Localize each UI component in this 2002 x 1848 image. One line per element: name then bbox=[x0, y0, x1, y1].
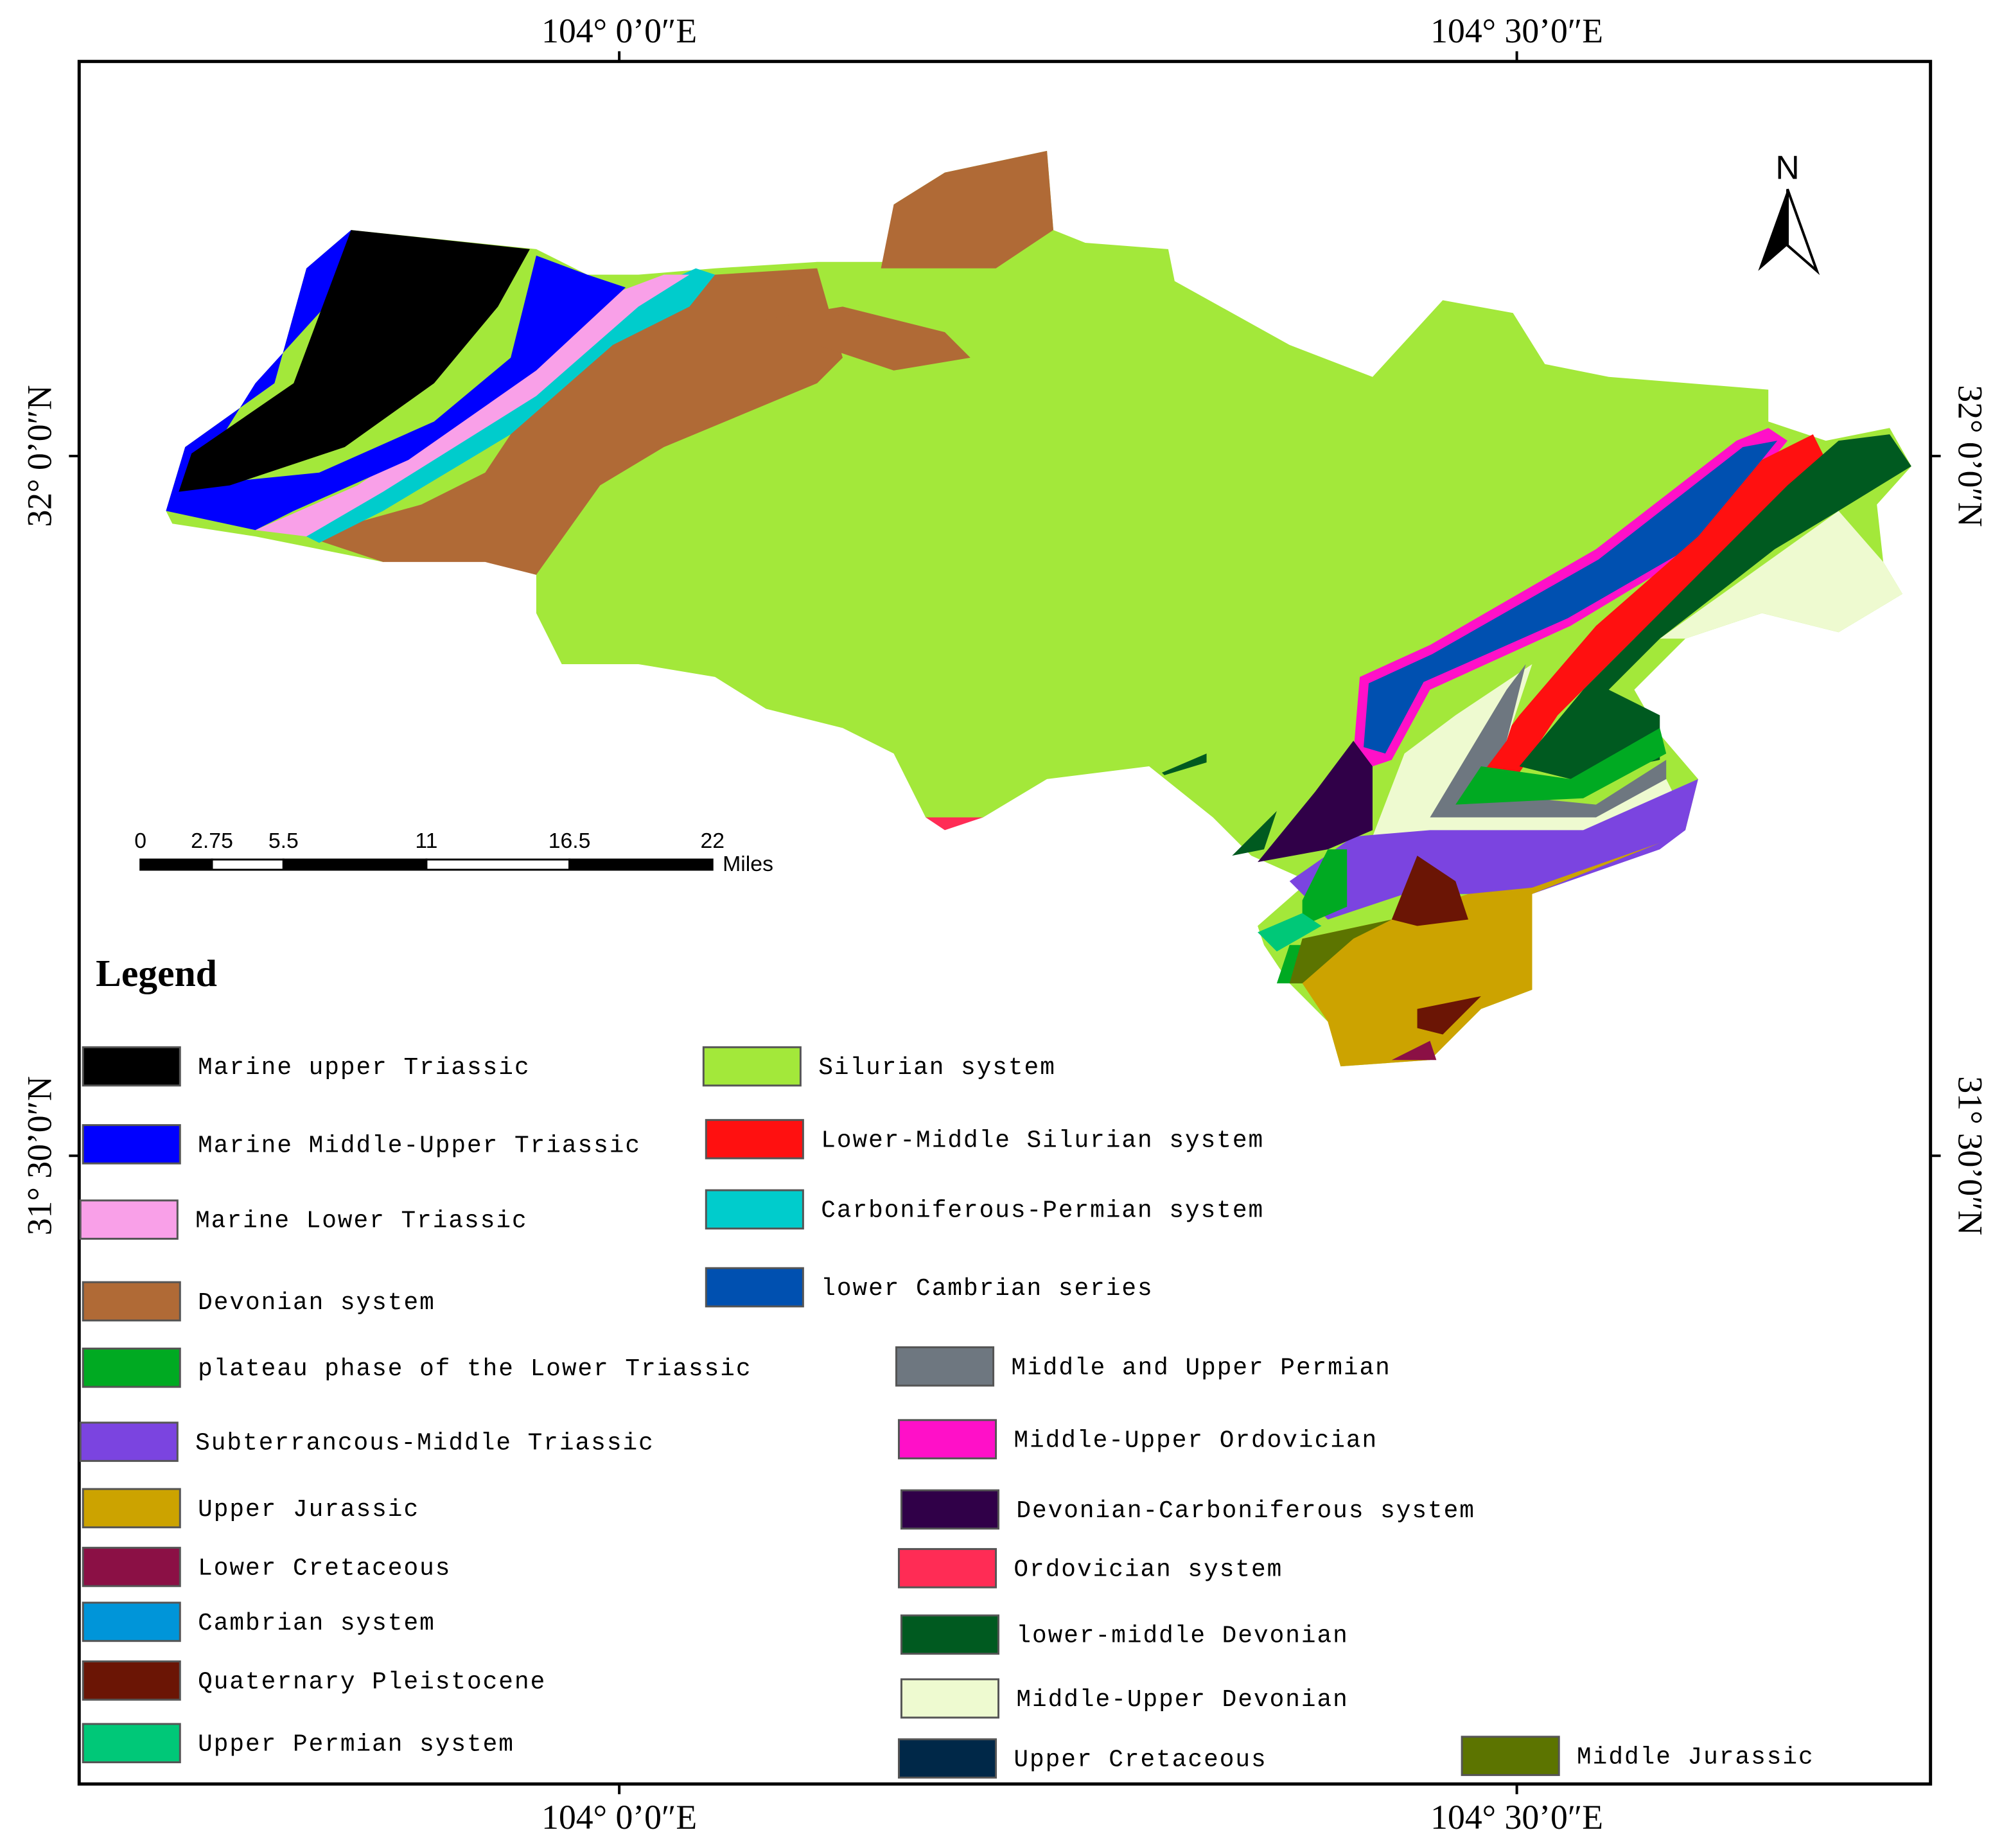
legend-swatch bbox=[897, 1419, 997, 1459]
legend-label: Middle and Upper Permian bbox=[1011, 1355, 1391, 1382]
legend-label: Marine Middle-Upper Triassic bbox=[198, 1132, 641, 1159]
map-region bbox=[179, 230, 530, 492]
scale-tick-label: 11 bbox=[415, 829, 437, 853]
legend-label: Upper Cretaceous bbox=[1014, 1747, 1267, 1774]
latitude-label: 31° 30’0″N bbox=[1951, 1076, 1989, 1235]
map-region bbox=[1289, 779, 1698, 920]
legend-label: lower-middle Devonian bbox=[1016, 1623, 1348, 1650]
legend-swatch bbox=[82, 1547, 181, 1587]
longitude-label: 104° 30’0″E bbox=[1430, 1798, 1603, 1836]
longitude-label: 104° 0’0″E bbox=[541, 1798, 697, 1836]
legend-label: Devonian-Carboniferous system bbox=[1016, 1498, 1475, 1525]
legend-label: plateau phase of the Lower Triassic bbox=[198, 1356, 751, 1383]
legend: Marine upper Triassic Marine Middle-Upper… bbox=[79, 1046, 1814, 1779]
map-region bbox=[1430, 664, 1667, 818]
legend-swatch bbox=[897, 1738, 997, 1779]
legend-label: Quaternary Pleistocene bbox=[198, 1669, 546, 1696]
legend-swatch bbox=[82, 1124, 181, 1165]
legend-swatch bbox=[897, 1548, 997, 1588]
map-region bbox=[1391, 856, 1469, 926]
latitude-label: 32° 0’0″N bbox=[1951, 385, 1989, 527]
map-regions bbox=[166, 150, 1911, 1067]
latitude-label: 32° 0’0″N bbox=[21, 385, 59, 527]
map-region bbox=[1302, 843, 1660, 1067]
map-region bbox=[1660, 511, 1902, 639]
legend-swatch bbox=[82, 1046, 181, 1087]
legend-label: Middle-Upper Devonian bbox=[1016, 1687, 1348, 1714]
map-region bbox=[255, 274, 690, 537]
legend-label: Middle Jurassic bbox=[1577, 1745, 1814, 1772]
north-arrow bbox=[1758, 189, 1788, 271]
legend-label: Marine upper Triassic bbox=[198, 1055, 530, 1082]
map-region bbox=[1302, 849, 1348, 926]
legend-swatch bbox=[79, 1421, 179, 1462]
map-region bbox=[1258, 913, 1322, 952]
map-region bbox=[1391, 1041, 1437, 1060]
scale-segment bbox=[211, 858, 285, 871]
legend-swatch bbox=[82, 1281, 181, 1322]
legend-swatch bbox=[900, 1678, 1000, 1719]
legend-swatch bbox=[705, 1119, 804, 1159]
legend-swatch bbox=[1461, 1736, 1560, 1776]
latitude-label: 31° 30’0″N bbox=[21, 1076, 59, 1235]
longitude-label: 104° 0’0″E bbox=[541, 12, 697, 50]
legend-label: Devonian system bbox=[198, 1290, 435, 1317]
scale-segment bbox=[139, 858, 213, 871]
legend-swatch bbox=[895, 1346, 995, 1387]
map-region bbox=[1289, 919, 1392, 983]
legend-swatch bbox=[82, 1660, 181, 1701]
map-region bbox=[1519, 434, 1911, 779]
legend-label: Middle-Upper Ordovician bbox=[1014, 1428, 1378, 1455]
map-region bbox=[926, 817, 983, 831]
map-region bbox=[1364, 441, 1778, 754]
legend-swatch bbox=[702, 1046, 802, 1087]
scale-segment bbox=[425, 858, 571, 871]
legend-label: Marine Lower Triassic bbox=[195, 1208, 527, 1235]
legend-label: Upper Jurassic bbox=[198, 1497, 419, 1524]
legend-swatch bbox=[705, 1267, 804, 1308]
legend-label: lower Cambrian series bbox=[821, 1276, 1153, 1303]
map-region bbox=[166, 230, 626, 531]
legend-label: Silurian system bbox=[818, 1055, 1056, 1082]
legend-label: Carboniferous-Permian system bbox=[821, 1198, 1264, 1225]
longitude-label: 104° 30’0″E bbox=[1430, 12, 1603, 50]
map-region bbox=[306, 268, 843, 575]
map-region bbox=[1258, 741, 1373, 863]
north-label: N bbox=[1775, 149, 1799, 186]
legend-label: Ordovician system bbox=[1014, 1556, 1283, 1583]
map-region bbox=[766, 306, 970, 371]
scale-tick-label: 0 bbox=[134, 829, 146, 853]
map-region bbox=[1161, 753, 1207, 775]
legend-swatch bbox=[705, 1189, 804, 1230]
legend-swatch bbox=[79, 1199, 179, 1240]
legend-swatch bbox=[900, 1489, 1000, 1530]
scale-segment bbox=[282, 858, 428, 871]
legend-label: Lower Cretaceous bbox=[198, 1555, 451, 1582]
map-region bbox=[1480, 434, 1826, 773]
scale-tick-label: 22 bbox=[700, 829, 724, 853]
legend-label: Cambrian system bbox=[198, 1610, 435, 1637]
legend-swatch bbox=[82, 1601, 181, 1642]
north-arrow bbox=[1786, 188, 1820, 276]
legend-label: Upper Permian system bbox=[198, 1732, 514, 1759]
legend-swatch bbox=[82, 1347, 181, 1388]
map-region bbox=[1417, 996, 1481, 1035]
scale-tick-label: 2.75 bbox=[191, 829, 233, 853]
legend-swatch bbox=[82, 1488, 181, 1529]
legend-title: Legend bbox=[96, 952, 217, 994]
legend-swatch bbox=[82, 1723, 181, 1764]
map-region bbox=[881, 150, 1054, 268]
scale-segment bbox=[568, 858, 714, 871]
scale-tick-label: 16.5 bbox=[549, 829, 591, 853]
map-region bbox=[1455, 728, 1667, 805]
scale-unit: Miles bbox=[723, 852, 773, 876]
scale-tick-label: 5.5 bbox=[268, 829, 299, 853]
legend-label: Subterrancous-Middle Triassic bbox=[195, 1430, 654, 1457]
legend-label: Lower-Middle Silurian system bbox=[821, 1127, 1264, 1154]
legend-swatch bbox=[900, 1614, 1000, 1655]
map-frame bbox=[77, 60, 1933, 1786]
